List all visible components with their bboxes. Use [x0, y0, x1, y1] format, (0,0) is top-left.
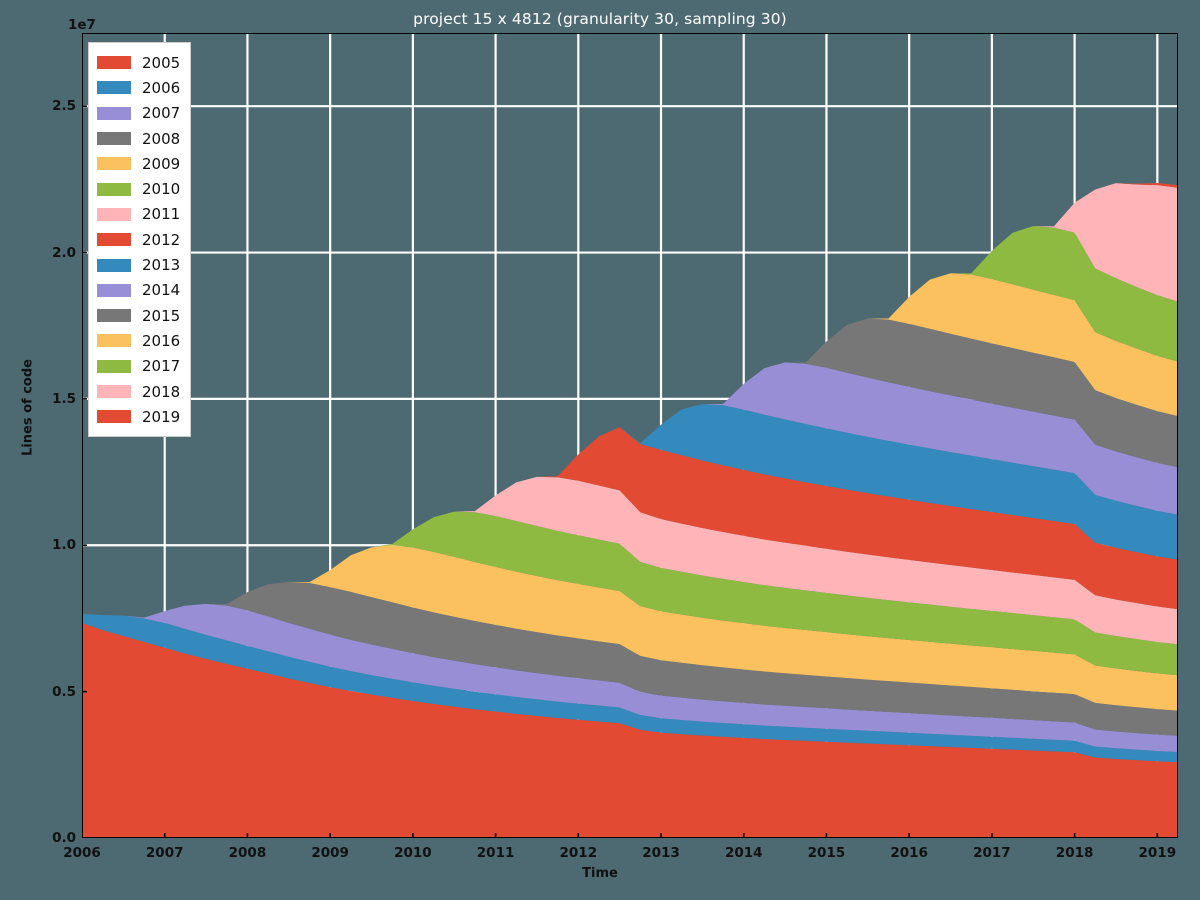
- legend-item-label: 2012: [142, 230, 181, 249]
- legend-item-2010[interactable]: 2010: [97, 176, 180, 201]
- legend[interactable]: 2005 2006 2007 2008 2009 2010 2011 2012 2013 2014…: [88, 42, 192, 438]
- chart-title: project 15 x 4812 (granularity 30, sampl…: [413, 10, 787, 28]
- x-axis-title: Time: [582, 866, 618, 881]
- legend-swatch-icon: [97, 81, 131, 95]
- legend-item-2006[interactable]: 2006: [97, 75, 180, 100]
- area-series-2009: [82, 545, 1178, 711]
- x-tick-label: 2009: [311, 845, 349, 861]
- x-tick-label: 2019: [1138, 845, 1177, 861]
- x-tick-label: 2007: [145, 845, 184, 861]
- area-series-2010: [82, 511, 1178, 676]
- x-tick-label: 2017: [973, 845, 1011, 861]
- legend-swatch-icon: [97, 410, 131, 424]
- legend-swatch-icon: [97, 385, 131, 398]
- x-tick-label: 2014: [724, 845, 763, 861]
- stacked-area-svg: [82, 33, 1178, 838]
- x-tick-label: 2011: [476, 845, 515, 861]
- legend-swatch-icon: [97, 233, 131, 247]
- legend-swatch-icon: [97, 132, 131, 146]
- legend-item-label: 2011: [142, 205, 181, 224]
- legend-item-label: 2008: [142, 129, 181, 148]
- y-tick-label: 0.5: [52, 683, 76, 700]
- area-series-2014: [82, 362, 1178, 618]
- legend-swatch-icon: [97, 334, 131, 348]
- legend-item-2015[interactable]: 2015: [97, 303, 180, 328]
- x-tick-label: 2012: [559, 845, 598, 861]
- area-series-2013: [82, 403, 1178, 618]
- area-series-2012: [82, 427, 1178, 618]
- legend-item-label: 2013: [142, 256, 181, 275]
- x-tick-label: 2015: [807, 845, 846, 861]
- legend-swatch-icon: [97, 207, 131, 221]
- legend-item-label: 2018: [142, 382, 181, 401]
- y-axis-title: Lines of code: [20, 359, 36, 456]
- legend-item-2017[interactable]: 2017: [97, 354, 180, 379]
- y-tick-labels: 0.0 0.5 1.0 1.5 2.0 2.5: [16, 0, 76, 900]
- legend-swatch-icon: [97, 106, 131, 120]
- y-tick-label: 2.5: [52, 98, 76, 115]
- legend-item-2018[interactable]: 2018: [97, 379, 180, 404]
- legend-item-2012[interactable]: 2012: [97, 227, 180, 252]
- legend-item-2019[interactable]: 2019: [97, 404, 180, 429]
- legend-item-label: 2006: [142, 78, 181, 97]
- legend-item-2016[interactable]: 2016: [97, 328, 180, 353]
- area-series-2017: [82, 226, 1178, 618]
- legend-swatch-icon: [97, 359, 131, 373]
- x-tick-label: 2010: [394, 845, 432, 861]
- legend-item-label: 2005: [142, 53, 181, 72]
- legend-swatch-icon: [97, 157, 131, 171]
- legend-item-label: 2016: [142, 331, 181, 350]
- legend-swatch-icon: [97, 56, 131, 70]
- x-tick-label: 2018: [1055, 845, 1094, 861]
- legend-item-2005[interactable]: 2005: [97, 50, 180, 75]
- legend-item-2007[interactable]: 2007: [97, 101, 180, 126]
- legend-item-label: 2015: [142, 306, 181, 325]
- y-axis-exponent-label: 1e7: [68, 17, 96, 33]
- plot-area: [82, 33, 1178, 838]
- area-series-2008: [82, 581, 1178, 736]
- area-series-2018: [82, 183, 1178, 618]
- x-tick-label: 2013: [642, 845, 680, 861]
- x-tick-label: 2016: [890, 845, 928, 861]
- legend-swatch-icon: [97, 309, 131, 323]
- legend-item-2013[interactable]: 2013: [97, 252, 180, 277]
- legend-item-label: 2009: [142, 154, 181, 173]
- legend-swatch-icon: [97, 283, 131, 297]
- legend-item-label: 2017: [142, 357, 181, 376]
- area-series-2016: [82, 273, 1178, 618]
- legend-swatch-icon: [97, 182, 131, 196]
- legend-item-2009[interactable]: 2009: [97, 151, 180, 176]
- x-tick-label: 2008: [228, 845, 267, 861]
- area-series-2007: [82, 603, 1178, 752]
- area-series-2005: [82, 622, 1178, 838]
- legend-item-label: 2010: [142, 180, 181, 199]
- y-tick-label: 2.0: [52, 244, 76, 261]
- x-tick-label: 2006: [63, 845, 101, 861]
- area-series-2011: [82, 476, 1178, 645]
- area-series-group: [82, 183, 1178, 838]
- legend-item-label: 2007: [142, 104, 181, 123]
- legend-item-2011[interactable]: 2011: [97, 202, 180, 227]
- legend-item-label: 2014: [142, 281, 181, 300]
- y-tick-label: 0.0: [52, 830, 76, 846]
- legend-swatch-icon: [97, 258, 131, 272]
- y-tick-label: 1.5: [52, 390, 76, 407]
- y-tick-label: 1.0: [52, 537, 76, 554]
- area-series-2006: [82, 614, 1178, 763]
- legend-item-label: 2019: [142, 407, 181, 426]
- legend-item-2008[interactable]: 2008: [97, 126, 180, 151]
- legend-item-2014[interactable]: 2014: [97, 278, 180, 303]
